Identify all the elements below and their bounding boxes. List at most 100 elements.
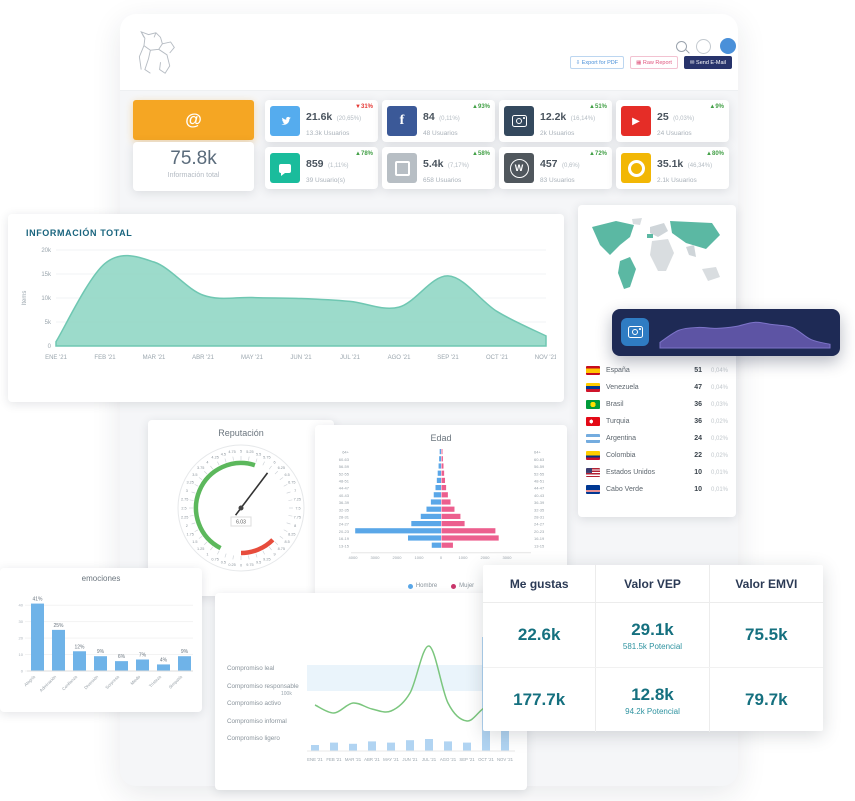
wordpress-icon: W [504, 153, 534, 183]
svg-text:3000: 3000 [371, 555, 381, 560]
svg-text:1000: 1000 [415, 555, 425, 560]
stat-card-wordpress: W 457 (0,6%) 83 Usuarios ▲72% [499, 147, 612, 189]
svg-text:9.75: 9.75 [246, 563, 253, 567]
stat-share: (20,65%) [336, 116, 362, 122]
svg-text:2000: 2000 [393, 555, 403, 560]
svg-text:Simpatía: Simpatía [168, 674, 184, 690]
svg-text:10: 10 [19, 652, 24, 657]
svg-text:64+: 64+ [342, 450, 349, 455]
facebook-icon: f [387, 106, 417, 136]
stat-card-youtube: ▶ 25 (0,03%) 24 Usuarios ▲9% [616, 100, 729, 142]
svg-text:52-55: 52-55 [339, 471, 350, 476]
panel-title: Edad [430, 433, 452, 443]
informacion-total-panel: INFORMACIÓN TOTAL 20k 15k 10k 5k 0 ENE '21 FEB… [8, 214, 564, 402]
stat-delta: ▲58% [472, 151, 490, 157]
stat-delta: ▼31% [355, 104, 373, 110]
stat-value: 457 [540, 158, 558, 170]
instagram-reach-overlay [612, 309, 840, 356]
svg-text:9%: 9% [181, 649, 189, 655]
chat-icon [270, 153, 300, 183]
compromiso-labels: Compromiso leal Compromiso responsable C… [227, 665, 299, 742]
svg-text:3: 3 [186, 489, 188, 493]
stat-share: (0,03%) [673, 116, 695, 122]
country-row: Argentina 24 0,02% [586, 430, 728, 447]
vep-value: 29.1k [631, 619, 674, 639]
country-row: Brasil 36 0,03% [586, 396, 728, 413]
stat-value: 12.2k [540, 111, 567, 123]
svg-text:NOV '21: NOV '21 [535, 355, 556, 361]
twitter-icon [270, 106, 300, 136]
svg-text:0: 0 [440, 555, 443, 560]
svg-text:5: 5 [240, 450, 242, 454]
header-bar [120, 14, 738, 91]
table-row: 22.6k 29.1k 581.5k Potencial 75.5k [483, 603, 823, 668]
svg-text:12%: 12% [74, 644, 85, 650]
svg-text:3.25: 3.25 [187, 481, 194, 485]
instagram-icon [504, 106, 534, 136]
svg-text:28-31: 28-31 [339, 515, 350, 520]
svg-text:0.75: 0.75 [211, 557, 218, 561]
mujer-dot-icon [451, 583, 457, 589]
flag-icon [586, 485, 600, 494]
instagram-spark-chart [659, 321, 831, 349]
notifications-icon[interactable] [696, 38, 711, 54]
svg-text:6.03: 6.03 [236, 520, 246, 526]
stat-delta: ▲72% [589, 151, 607, 157]
search-icon[interactable] [676, 40, 687, 52]
col-header-me-gustas: Me gustas [483, 565, 597, 602]
svg-text:7.5: 7.5 [295, 507, 300, 511]
svg-text:4.75: 4.75 [228, 450, 235, 454]
trend-up-icon: ▲ [355, 151, 361, 157]
stat-users: 39 Usuario(s) [306, 177, 346, 184]
svg-text:ABR '21: ABR '21 [192, 355, 214, 361]
country-list: España 51 0,04% Venezuela 47 0,04% Brasil 36 0… [586, 362, 728, 498]
stat-value: 21.6k [306, 111, 333, 123]
vep-potential: 94.2k Potencial [625, 706, 680, 716]
svg-text:Alegría: Alegría [23, 674, 37, 688]
svg-text:4.5: 4.5 [221, 452, 226, 456]
flag-icon [586, 417, 600, 426]
svg-text:5.5: 5.5 [256, 452, 261, 456]
svg-text:40-43: 40-43 [534, 493, 545, 498]
instagram-tile-icon [621, 318, 649, 346]
svg-text:FEB '21: FEB '21 [326, 757, 342, 762]
svg-text:Items: Items [22, 291, 28, 306]
svg-text:48-51: 48-51 [339, 479, 350, 484]
svg-text:40: 40 [19, 603, 24, 608]
svg-text:30: 30 [19, 619, 24, 624]
world-map [592, 218, 720, 289]
svg-text:48-51: 48-51 [534, 479, 545, 484]
svg-text:Confianza: Confianza [61, 674, 79, 692]
trend-up-icon: ▲ [472, 151, 478, 157]
hombre-dot-icon [407, 583, 413, 589]
stat-users: 13.3k Usuarios [306, 130, 350, 137]
export-pdf-button[interactable]: ⇩ Export for PDF [569, 56, 625, 69]
svg-text:JUL '21: JUL '21 [422, 757, 437, 762]
svg-text:1000: 1000 [459, 555, 469, 560]
svg-text:32-35: 32-35 [534, 507, 545, 512]
avatar[interactable] [720, 38, 736, 54]
svg-text:2: 2 [186, 524, 188, 528]
svg-text:9.5: 9.5 [256, 561, 261, 565]
svg-text:SEP '21: SEP '21 [437, 355, 459, 361]
svg-text:5.25: 5.25 [246, 450, 253, 454]
panel-title: emociones [81, 574, 121, 583]
me-gustas-value: 22.6k [517, 625, 561, 644]
svg-text:9.25: 9.25 [263, 557, 270, 561]
total-card: 75.8k Información total [133, 142, 254, 191]
media-icon [621, 153, 651, 183]
svg-text:10k: 10k [41, 296, 52, 302]
svg-text:Diversión: Diversión [83, 674, 100, 691]
svg-text:2000: 2000 [481, 555, 491, 560]
svg-text:13-15: 13-15 [534, 543, 545, 548]
svg-text:64+: 64+ [534, 450, 541, 455]
col-header-valor-vep: Valor VEP [596, 565, 710, 602]
stat-users: 2.1k Usuarios [657, 177, 697, 184]
svg-text:13-15: 13-15 [339, 543, 350, 548]
raw-report-button[interactable]: ▦ Raw Report [630, 56, 678, 69]
svg-text:5.75: 5.75 [263, 456, 270, 460]
send-email-button[interactable]: ✉ Send E-Mail [683, 56, 732, 69]
svg-text:4%: 4% [160, 657, 168, 663]
